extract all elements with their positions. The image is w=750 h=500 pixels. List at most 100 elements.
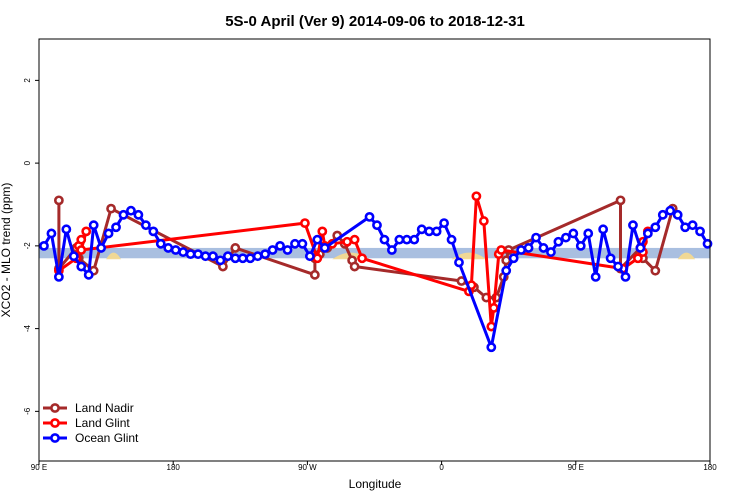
data-point (300, 218, 310, 229)
data-point (68, 251, 79, 262)
legend-item: Land Glint (43, 416, 130, 430)
legend-item: Land Nadir (43, 401, 134, 415)
data-point (613, 261, 623, 272)
data-point (215, 255, 226, 266)
data-point (111, 222, 121, 233)
data-point (76, 261, 87, 272)
data-point (103, 228, 114, 239)
y-tick-label: -6 (23, 407, 32, 415)
data-point (106, 203, 116, 214)
data-point (309, 269, 320, 280)
data-point (349, 261, 360, 272)
data-point (163, 243, 174, 253)
data-point (568, 228, 579, 239)
data-point (401, 234, 412, 245)
data-point (560, 232, 571, 243)
y-tick-label: -4 (23, 325, 32, 333)
y-axis-label: XCO2 - MLO trend (ppm) (0, 183, 13, 318)
series-layer (39, 191, 713, 353)
data-point (508, 253, 519, 264)
highlight-region (106, 252, 122, 260)
x-axis-label: Longitude (349, 477, 402, 491)
data-point (312, 234, 323, 245)
reference-band (39, 247, 710, 259)
data-point (222, 251, 233, 262)
legend-label: Ocean Glint (75, 431, 139, 445)
data-point (702, 238, 713, 249)
data-point (538, 243, 549, 253)
data-point (575, 240, 586, 251)
data-point (53, 271, 64, 282)
data-point (148, 226, 159, 237)
x-tick-label: 180 (167, 463, 181, 472)
data-point (523, 243, 534, 253)
data-point (516, 245, 527, 255)
data-point (170, 245, 181, 255)
data-point (185, 249, 196, 260)
x-axis: 90 E 180 90 W 0 90 E 180 (31, 461, 717, 472)
data-point (317, 226, 328, 237)
data-point (140, 220, 151, 231)
x-tick-label: 0 (439, 463, 444, 472)
plot-frame (38, 38, 711, 462)
data-point (245, 253, 256, 264)
data-point (46, 228, 57, 239)
legend-swatch-marker (50, 403, 60, 413)
series-line (42, 209, 709, 349)
y-tick-label: 2 (23, 78, 32, 83)
data-point (96, 243, 107, 253)
data-point (357, 253, 367, 264)
data-point (133, 209, 144, 220)
data-point (633, 253, 643, 264)
y-tick-label: -2 (23, 242, 32, 250)
legend-label: Land Nadir (75, 401, 134, 415)
data-point (81, 226, 92, 237)
data-point (650, 265, 661, 276)
data-point (531, 232, 541, 243)
data-point (635, 243, 646, 253)
data-point (290, 238, 300, 249)
data-point (118, 209, 129, 220)
data-point (657, 209, 668, 220)
data-point (496, 245, 507, 255)
data-point (267, 245, 278, 255)
data-point (282, 245, 293, 255)
data-point (650, 222, 661, 233)
data-point (471, 191, 482, 202)
data-point (379, 234, 390, 245)
data-point (424, 226, 435, 237)
data-point (446, 234, 457, 245)
data-point (319, 243, 330, 253)
data-point (409, 234, 420, 245)
x-tick-label: 90 W (298, 463, 317, 472)
data-point (76, 234, 87, 245)
data-point (88, 220, 99, 231)
data-point (687, 220, 698, 231)
data-point (208, 251, 218, 262)
data-point (200, 251, 211, 262)
data-point (53, 195, 64, 206)
data-point (126, 205, 136, 216)
y-tick-label: 0 (23, 160, 32, 165)
data-point (478, 216, 489, 226)
data-point (275, 240, 285, 251)
data-point (61, 224, 72, 235)
highlight-region (451, 252, 487, 260)
data-point (386, 245, 397, 255)
series-ocean-glint (39, 205, 713, 353)
data-point (680, 222, 691, 233)
data-point (486, 342, 497, 353)
data-point (237, 253, 248, 264)
data-point (454, 257, 464, 268)
data-point (501, 265, 512, 276)
x-tick-label: 90 E (568, 463, 584, 472)
data-point (260, 249, 271, 260)
data-point (488, 303, 499, 313)
data-point (553, 236, 564, 247)
data-point (364, 212, 375, 222)
data-point (431, 226, 442, 237)
data-point (590, 271, 601, 282)
data-point (598, 224, 609, 235)
